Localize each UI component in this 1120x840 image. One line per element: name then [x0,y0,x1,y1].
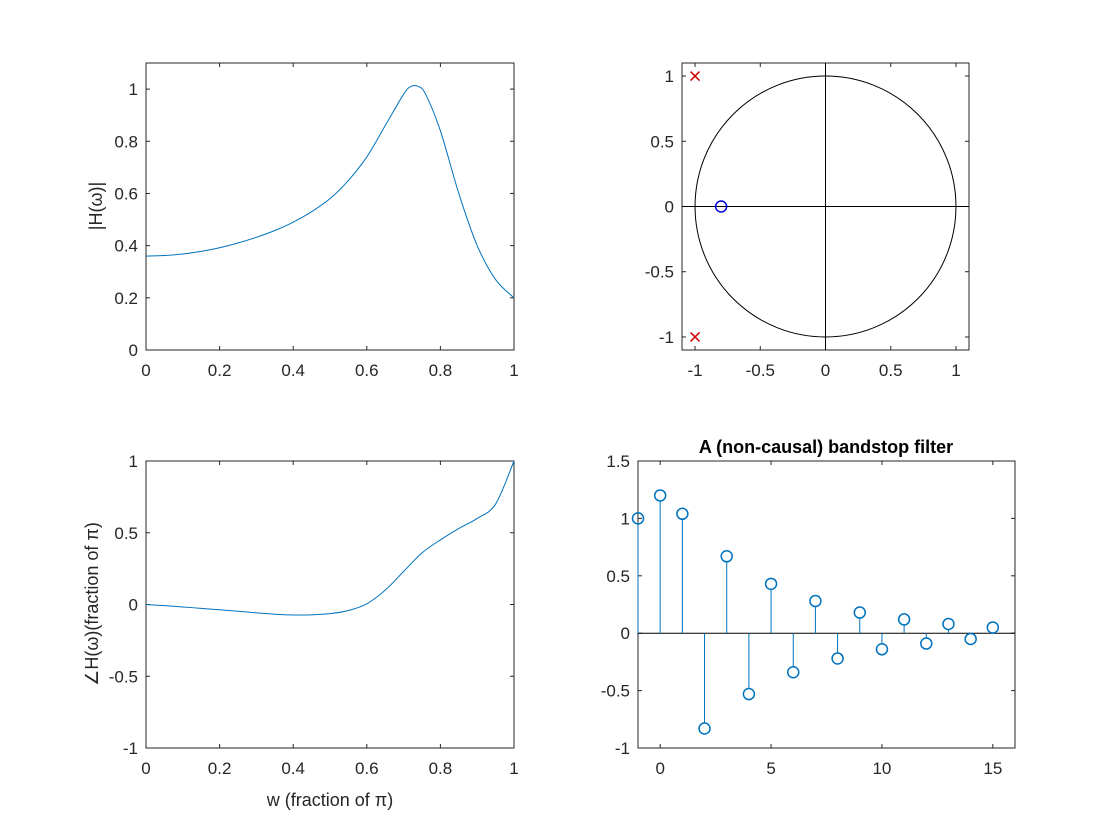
impulse-point [986,621,1000,634]
impulse-ytick-label: 0.5 [606,567,630,586]
impulse-ytick-label: 0 [621,624,630,643]
impulse-point [742,687,756,701]
pole-zero-ytick-label: -1 [659,328,674,347]
impulse-point [720,550,733,563]
pole-zero-xtick-label: -0.5 [746,361,775,380]
impulse-ytick-label: 1 [621,509,630,528]
impulse-point [964,632,977,646]
phase-ytick-label: -1 [123,739,138,758]
impulse-point [676,507,689,521]
impulse-point [920,637,933,650]
magnitude-plot: 0 0.2 0.4 0.6 0.8 1 0 0.2 0.4 0.6 0.8 1 |H(ω)| [86,62,519,380]
pole-zero-xtick-label: -1 [687,361,702,380]
phase-xtick-label: 0.2 [208,759,232,778]
phase-xlabel: w (fraction of π) [266,790,393,810]
pole-zero-ytick-label: 0 [665,198,674,217]
impulse-xtick-label: 0 [655,759,664,778]
pole-zero-xtick-label: 0 [821,361,830,380]
impulse-point [764,577,778,591]
impulse-plot: 0 5 10 15 -1 -0.5 0 0.5 1 1.5 A (non-causal) band… [601,437,1016,778]
phase-ytick-label: 0.5 [114,524,138,543]
phase-ytick-label: 0 [129,596,138,615]
pole-zero-ytick-label: 0.5 [650,132,674,151]
phase-ylabel: ∠H(ω)(fraction of π) [82,522,102,686]
impulse-point [786,665,800,679]
impulse-point [875,643,889,656]
impulse-title: A (non-causal) bandstop filter [699,437,953,457]
impulse-ticks: 0 5 10 15 -1 -0.5 0 0.5 1 1.5 [601,452,1015,778]
magnitude-axes-box [145,62,515,351]
magnitude-ytick-label: 1 [129,80,138,99]
impulse-point [897,613,911,626]
impulse-point [942,617,955,631]
impulse-axes-box [637,460,1016,749]
phase-xtick-label: 0.8 [429,759,453,778]
magnitude-xtick-label: 1 [509,361,518,380]
magnitude-xtick-label: 0.6 [355,361,379,380]
phase-axes-box [145,460,515,749]
magnitude-ylabel: |H(ω)| [86,182,106,230]
pole-marker [690,71,701,82]
magnitude-series-line [145,85,515,299]
pole-zero-xtick-label: 1 [951,361,960,380]
magnitude-ytick-label: 0.2 [114,289,138,308]
impulse-point [853,606,867,619]
phase-xtick-label: 0.4 [281,759,305,778]
magnitude-xtick-label: 0 [141,361,150,380]
pole-zero-ticks: -1 -0.5 0 0.5 1 -1 -0.5 0 0.5 1 [645,63,969,380]
phase-series-line [145,460,515,616]
impulse-xtick-label: 10 [872,759,891,778]
pole-zero-plot: -1 -0.5 0 0.5 1 -1 -0.5 0 0.5 1 [645,62,970,380]
phase-xtick-label: 1 [509,759,518,778]
impulse-xtick-label: 5 [766,759,775,778]
impulse-stems [631,489,1015,735]
impulse-point [809,594,822,608]
magnitude-ticks: 0 0.2 0.4 0.6 0.8 1 0 0.2 0.4 0.6 0.8 1 [114,63,519,380]
phase-plot: 0 0.2 0.4 0.6 0.8 1 -1 -0.5 0 0.5 1 ∠H(ω)(fraction… [82,452,519,810]
pole-zero-ytick-label: -0.5 [645,263,674,282]
phase-xtick-label: 0 [141,759,150,778]
magnitude-ytick-label: 0 [129,341,138,360]
phase-xtick-label: 0.6 [355,759,379,778]
impulse-ytick-label: -0.5 [601,682,630,701]
pole-marker-stroke [690,331,701,342]
impulse-point [831,652,844,665]
unit-circle [694,75,957,338]
magnitude-ytick-label: 0.4 [114,237,138,256]
phase-ticks: 0 0.2 0.4 0.6 0.8 1 -1 -0.5 0 0.5 1 [109,452,519,778]
impulse-ytick-label: 1.5 [606,452,630,471]
magnitude-ytick-label: 0.8 [114,132,138,151]
impulse-point [631,512,645,525]
zero-marker [714,200,728,213]
pole-marker [690,331,701,342]
magnitude-ytick-label: 0.6 [114,184,138,203]
pole-marker-stroke [690,71,701,82]
pole-zero-marks [682,63,969,350]
impulse-xtick-label: 15 [983,759,1002,778]
magnitude-xtick-label: 0.2 [208,361,232,380]
phase-ytick-label: -0.5 [109,667,138,686]
impulse-point [698,722,711,735]
pole-zero-xtick-label: 0.5 [879,361,903,380]
impulse-point [653,489,667,502]
pole-zero-ytick-label: 1 [665,67,674,86]
magnitude-xtick-label: 0.4 [281,361,305,380]
magnitude-xtick-label: 0.8 [429,361,453,380]
phase-ytick-label: 1 [129,452,138,471]
impulse-ytick-label: -1 [615,739,630,758]
